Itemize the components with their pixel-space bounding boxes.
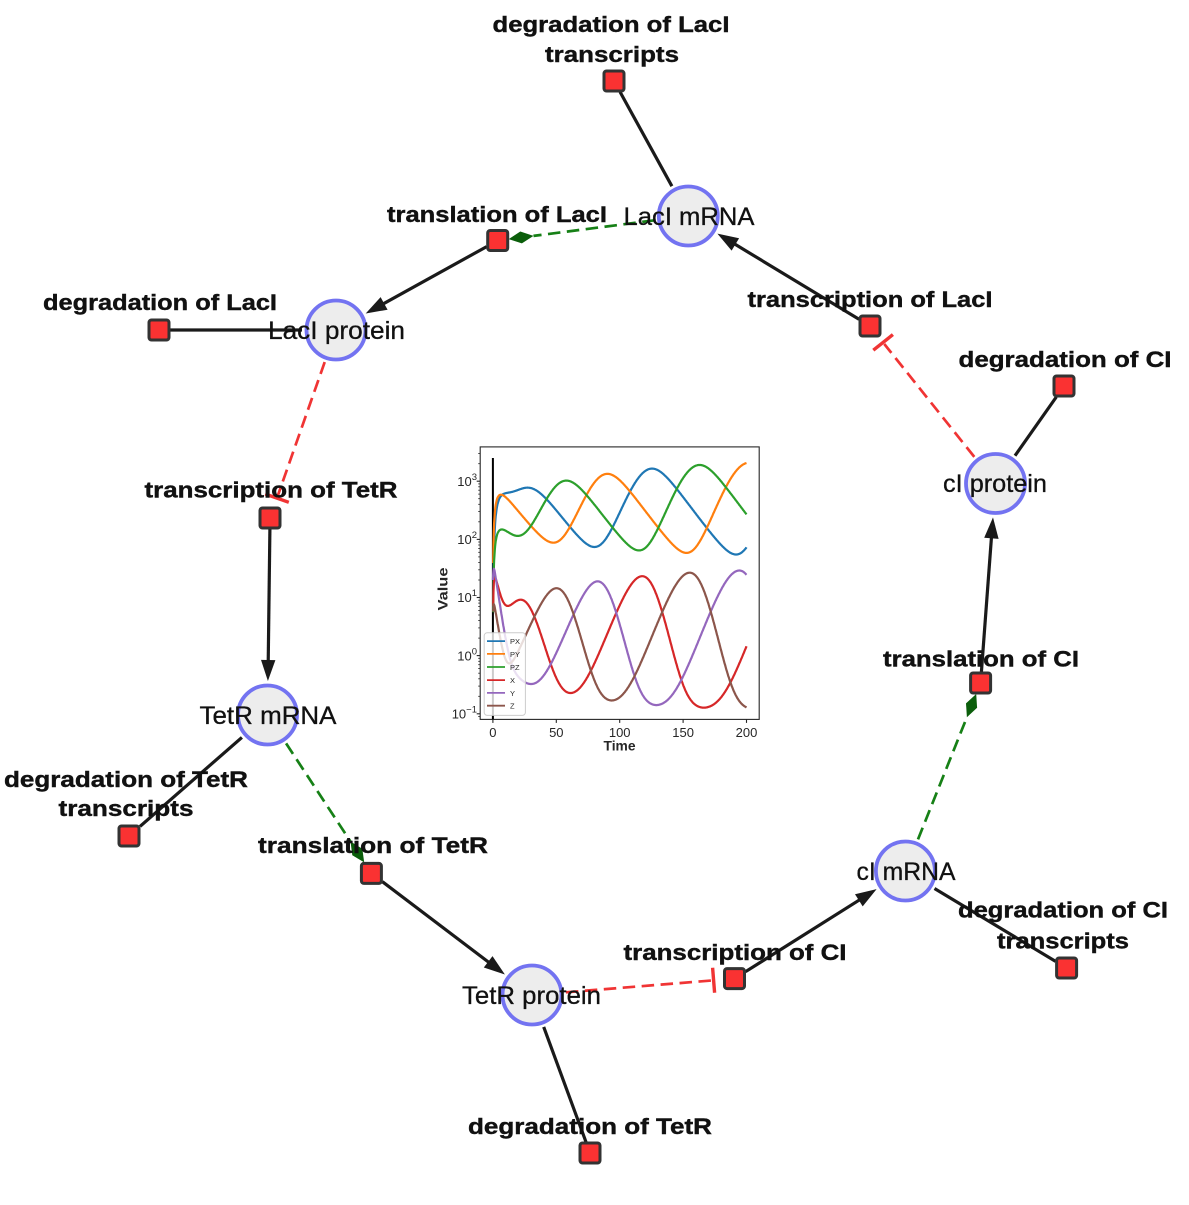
svg-text:PY: PY xyxy=(510,650,520,659)
svg-text:translation of TetR: translation of TetR xyxy=(258,833,488,858)
svg-text:0: 0 xyxy=(489,725,496,740)
svg-text:degradation of LacI: degradation of LacI xyxy=(493,12,730,37)
svg-text:transcripts: transcripts xyxy=(59,796,194,821)
svg-text:200: 200 xyxy=(736,725,758,740)
svg-text:TetR protein: TetR protein xyxy=(462,982,601,1010)
svg-text:PZ: PZ xyxy=(510,663,520,672)
svg-text:degradation of CI: degradation of CI xyxy=(959,347,1172,372)
svg-text:transcription of LacI: transcription of LacI xyxy=(748,287,993,312)
svg-text:degradation of CI: degradation of CI xyxy=(958,898,1168,923)
svg-text:translation of CI: translation of CI xyxy=(883,647,1079,672)
svg-text:150: 150 xyxy=(672,725,694,740)
svg-text:X: X xyxy=(510,676,515,685)
svg-text:degradation of TetR: degradation of TetR xyxy=(4,767,248,792)
svg-text:PX: PX xyxy=(510,637,520,646)
svg-text:transcripts: transcripts xyxy=(997,929,1129,954)
svg-text:transcription of CI: transcription of CI xyxy=(624,940,847,965)
svg-text:100: 100 xyxy=(609,725,631,740)
svg-text:50: 50 xyxy=(549,725,563,740)
svg-text:translation of LacI: translation of LacI xyxy=(387,202,607,227)
svg-text:degradation of LacI: degradation of LacI xyxy=(43,290,277,315)
svg-text:TetR mRNA: TetR mRNA xyxy=(200,702,337,730)
svg-text:cI protein: cI protein xyxy=(943,470,1047,498)
svg-text:degradation of TetR: degradation of TetR xyxy=(468,1114,712,1139)
svg-text:transcripts: transcripts xyxy=(545,42,679,67)
svg-text:cI mRNA: cI mRNA xyxy=(857,858,956,886)
svg-text:LacI protein: LacI protein xyxy=(268,317,405,345)
svg-text:transcription of TetR: transcription of TetR xyxy=(145,478,398,503)
svg-text:Value: Value xyxy=(436,567,451,611)
svg-text:Z: Z xyxy=(510,702,515,711)
svg-text:Time: Time xyxy=(604,739,637,754)
svg-text:Y: Y xyxy=(510,689,515,698)
svg-text:LacI mRNA: LacI mRNA xyxy=(624,203,755,231)
